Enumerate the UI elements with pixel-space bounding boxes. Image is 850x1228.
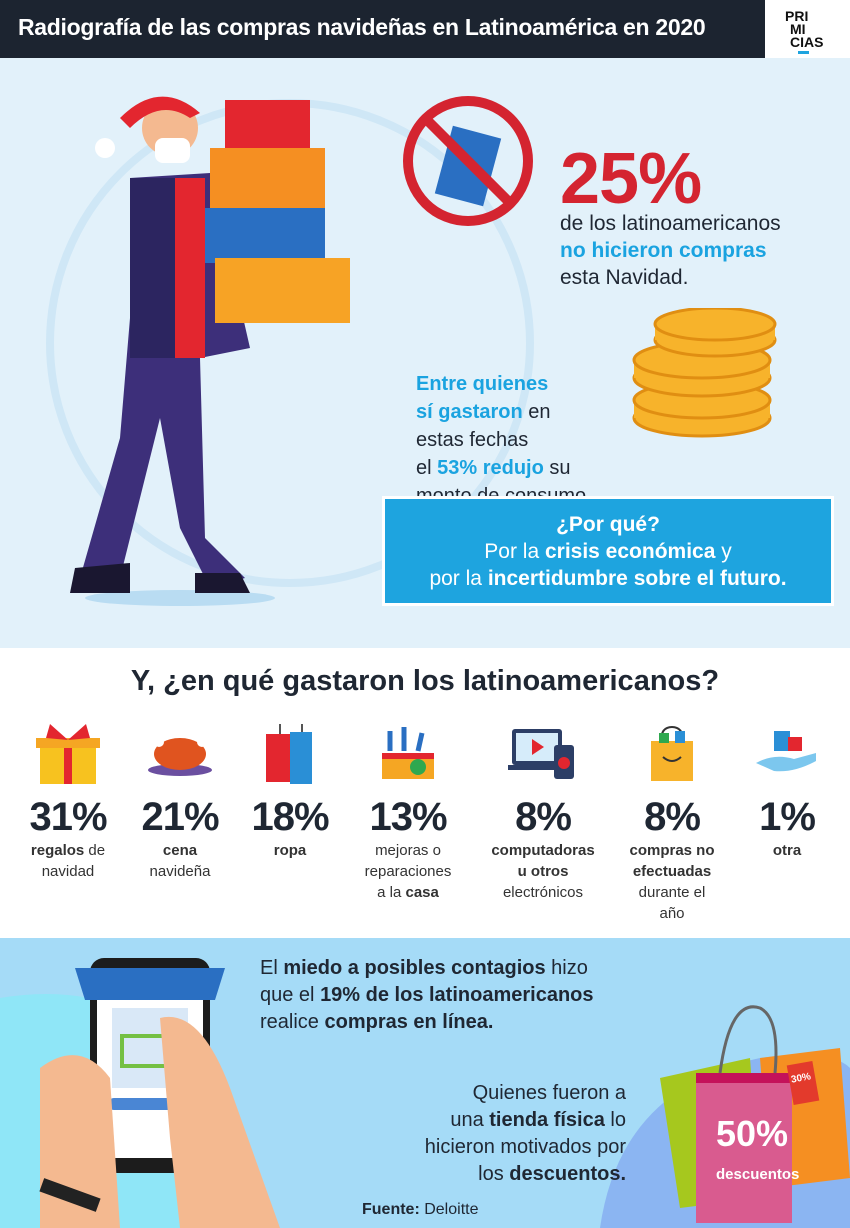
store-text: Quienes fueron a una tienda física lo hi… [380, 1080, 626, 1188]
spending-item: 31% regalos de navidad [3, 718, 133, 882]
online-text: El miedo a posibles contagios hizo que e… [260, 955, 594, 1036]
roast-turkey-icon [115, 718, 245, 788]
no-gift-icon [403, 96, 533, 226]
text-bold: miedo a posibles contagios [283, 957, 546, 979]
clothes-icon [225, 718, 355, 788]
text-bold: sí gastaron [416, 401, 523, 423]
label: durante el [638, 884, 706, 901]
shopper-illustration [46, 96, 534, 606]
spending-percent: 8% [515, 795, 572, 839]
label-bold: cena [162, 842, 198, 859]
text-bold: tienda física [489, 1109, 605, 1131]
text: Por la [484, 540, 545, 563]
label: a la [377, 884, 406, 901]
text-bold: incertidumbre sobre el futuro. [487, 567, 787, 590]
label-bold: regalos [30, 842, 85, 859]
page-title: Radiografía de las compras navideñas en … [18, 14, 706, 40]
spending-item: 1% otra [722, 718, 850, 861]
text: hizo [545, 957, 588, 979]
why-box: ¿Por qué? Por la crisis económica y por … [382, 496, 834, 606]
spending-percent: 8% [644, 795, 701, 839]
spending-percent: 21% [141, 795, 219, 839]
text-line: hicieron motivados por [424, 1136, 626, 1158]
label: mejoras o [375, 842, 441, 859]
spending-item: 21% cena navideña [115, 718, 245, 882]
no-purchase-percent: 25% [560, 139, 702, 219]
hand-bag-icon [722, 718, 850, 788]
spending-section [0, 648, 850, 938]
spending-item: 8% compras no efectuadas durante el año [607, 718, 737, 924]
bag-discount-label: descuentos [716, 1166, 800, 1183]
online-section: 50% descuentos 30% Comprar [0, 938, 850, 1228]
text: su [543, 457, 571, 479]
bag-discount-value: 50% [716, 1113, 789, 1154]
gift-icon [3, 718, 133, 788]
spending-heading: Y, ¿en qué gastaron los latinoamericanos… [130, 665, 720, 697]
label-bold: compras no [629, 842, 715, 859]
label-bold: efectuadas [632, 863, 712, 880]
text: el [416, 457, 438, 479]
spending-item: 13% mejoras o reparaciones a la casa [343, 718, 473, 903]
label-bold: computadoras [491, 842, 595, 859]
spending-item: 18% ropa [225, 718, 355, 861]
label: electrónicos [502, 884, 584, 901]
text: realice [260, 1011, 325, 1033]
text-bold: crisis económica [544, 540, 716, 563]
text: que el [260, 984, 321, 1006]
spending-percent: 31% [29, 795, 107, 839]
text-bold: descuentos. [509, 1163, 626, 1185]
text: los [478, 1163, 510, 1185]
label-bold: ropa [273, 842, 307, 859]
text: El [260, 957, 284, 979]
text: lo [604, 1109, 626, 1131]
label: reparaciones [364, 863, 452, 880]
phone-buy-button: Comprar [128, 1132, 152, 1138]
label: de [84, 842, 106, 859]
why-question: ¿Por qué? [556, 513, 660, 536]
electronics-icon [478, 718, 608, 788]
toolbox-icon [343, 718, 473, 788]
text: por la [429, 567, 488, 590]
shopping-bag-icon [607, 718, 737, 788]
primicias-logo: PRI MI CIAS [765, 0, 850, 58]
label: navideña [149, 863, 211, 880]
text-bold: 19% de los latinoamericanos [320, 984, 594, 1006]
source-credit: Fuente: Deloitte [362, 1201, 478, 1219]
text-bold: compras en línea. [324, 1011, 494, 1033]
spending-percent: 13% [369, 795, 447, 839]
coins-icon [632, 308, 777, 438]
text-bold: 53% redujo [437, 457, 544, 479]
no-purchase-text: de los latinoamericanos no hicieron comp… [560, 210, 781, 291]
reduced-spending-text: Entre quienes sí gastaron en estas fecha… [416, 370, 592, 510]
spending-item: 8% computadoras u otros electrónicos [478, 718, 608, 903]
label: navidad [41, 863, 95, 880]
phone-bags-illustration [0, 958, 850, 1228]
label-bold: u otros [517, 863, 569, 880]
text-line: esta Navidad. [560, 266, 689, 289]
text: una [450, 1109, 490, 1131]
text-line: estas fechas [416, 429, 529, 451]
spending-percent: 1% [759, 795, 816, 839]
spending-percent: 18% [251, 795, 329, 839]
text-line: no hicieron compras [560, 239, 767, 262]
label-bold: casa [405, 884, 439, 901]
header-bar: Radiografía de las compras navideñas en … [0, 0, 850, 58]
text-bold: Entre quienes [416, 373, 549, 395]
source-value: Deloitte [419, 1201, 479, 1218]
source-label: Fuente: [362, 1201, 420, 1218]
text-line: de los latinoamericanos [560, 212, 781, 235]
text-line: Quienes fueron a [472, 1082, 626, 1104]
label: año [659, 905, 685, 922]
text: en [522, 401, 551, 423]
label-bold: otra [772, 842, 802, 859]
text: y [715, 540, 732, 563]
